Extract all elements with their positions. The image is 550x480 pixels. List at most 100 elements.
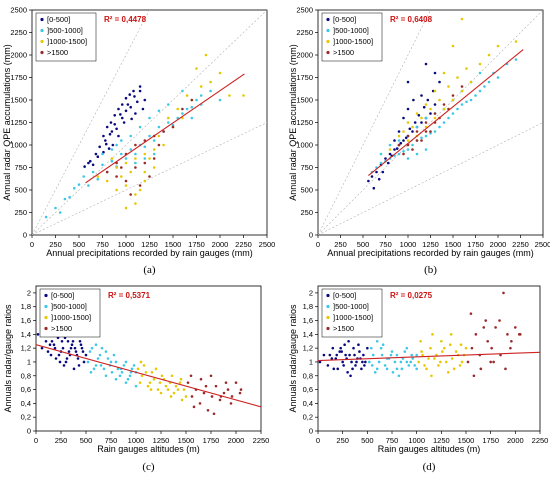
- data-point: [218, 98, 222, 102]
- y-tick-label: 0,8: [303, 371, 313, 380]
- data-point: [234, 381, 238, 384]
- x-tick-label: 0: [316, 436, 320, 445]
- y-axis-label: Annuals radar/gauge ratios: [288, 304, 298, 413]
- y-tick-label: 0: [27, 427, 31, 436]
- data-point: [80, 346, 84, 350]
- data-point: [120, 139, 123, 142]
- data-point: [410, 353, 414, 357]
- data-point: [72, 367, 76, 371]
- data-point: [351, 367, 354, 371]
- data-point: [110, 371, 114, 374]
- x-tick-label: 250: [336, 436, 349, 445]
- x-tick-label: 0: [316, 240, 320, 249]
- data-point: [166, 388, 170, 391]
- data-point: [79, 343, 83, 346]
- data-point: [124, 161, 128, 165]
- x-tick-label: 2500: [259, 240, 276, 249]
- data-point: [199, 85, 203, 88]
- data-point: [159, 391, 163, 395]
- data-point: [181, 107, 184, 111]
- data-point: [514, 326, 517, 329]
- data-point: [132, 89, 135, 93]
- data-point: [349, 374, 352, 378]
- y-tick-label: 1000: [10, 141, 27, 150]
- x-tick-label: 500: [357, 240, 370, 249]
- data-point: [429, 112, 432, 115]
- data-point: [157, 143, 161, 147]
- data-point: [230, 395, 234, 398]
- data-point: [442, 121, 446, 124]
- legend-marker: [326, 17, 330, 22]
- data-point: [82, 360, 86, 364]
- data-point: [185, 107, 189, 111]
- data-point: [229, 402, 233, 405]
- y-axis-label: Annuals radar/gauge ratios: [3, 304, 13, 413]
- data-point: [63, 197, 67, 201]
- legend-marker: [40, 39, 44, 44]
- y-tick-label: 2500: [296, 6, 313, 15]
- data-point: [431, 89, 435, 93]
- data-point: [406, 121, 410, 124]
- data-point: [185, 94, 189, 97]
- data-point: [355, 360, 358, 364]
- panel-label: (d): [423, 461, 436, 473]
- legend-marker: [44, 293, 48, 298]
- legend-entry: >1500: [51, 324, 72, 333]
- data-point: [460, 360, 464, 364]
- data-point: [322, 353, 326, 357]
- data-point: [128, 93, 132, 96]
- data-point: [115, 166, 118, 169]
- data-point: [73, 346, 77, 350]
- legend-entry: ]1000-1500]: [333, 313, 373, 322]
- data-point: [117, 107, 120, 111]
- data-point: [114, 360, 118, 364]
- data-point: [144, 371, 148, 374]
- data-point: [402, 130, 405, 133]
- y-tick-label: 0,2: [303, 413, 313, 422]
- data-point: [130, 367, 134, 371]
- data-point: [407, 364, 411, 367]
- data-point: [133, 95, 136, 98]
- data-point: [129, 148, 132, 151]
- data-point: [460, 85, 464, 88]
- y-tick-label: 2500: [10, 6, 27, 15]
- data-point: [142, 364, 146, 367]
- y-tick-label: 2: [27, 288, 31, 297]
- data-point: [451, 98, 455, 102]
- data-point: [460, 89, 464, 93]
- x-tick-label: 500: [80, 436, 93, 445]
- data-point: [342, 364, 345, 367]
- data-point: [139, 360, 143, 364]
- data-point: [44, 215, 48, 219]
- data-point: [172, 391, 176, 395]
- data-point: [465, 100, 468, 104]
- data-point: [427, 357, 430, 360]
- data-point: [239, 388, 243, 391]
- y-tick-label: 0,6: [21, 385, 31, 394]
- data-point: [120, 103, 124, 106]
- data-point: [157, 125, 161, 129]
- data-point: [424, 130, 428, 133]
- data-point: [84, 353, 88, 357]
- data-point: [105, 179, 109, 183]
- data-point: [204, 53, 208, 57]
- data-point: [109, 360, 113, 364]
- data-point: [331, 346, 335, 350]
- x-tick-label: 2000: [490, 240, 507, 249]
- data-point: [152, 157, 156, 160]
- data-point: [412, 98, 415, 102]
- data-point: [129, 134, 132, 138]
- data-point: [424, 134, 428, 138]
- y-tick-label: 2250: [296, 28, 313, 37]
- data-point: [352, 346, 355, 350]
- data-point: [99, 364, 103, 367]
- r2-annotation: R² = 0,0275: [390, 291, 433, 300]
- y-tick-label: 1,6: [303, 316, 313, 325]
- data-point: [429, 132, 432, 135]
- legend-marker: [326, 293, 330, 298]
- data-point: [154, 367, 158, 371]
- data-point: [460, 17, 464, 21]
- data-point: [124, 96, 128, 100]
- data-point: [393, 148, 396, 151]
- data-point: [451, 112, 455, 115]
